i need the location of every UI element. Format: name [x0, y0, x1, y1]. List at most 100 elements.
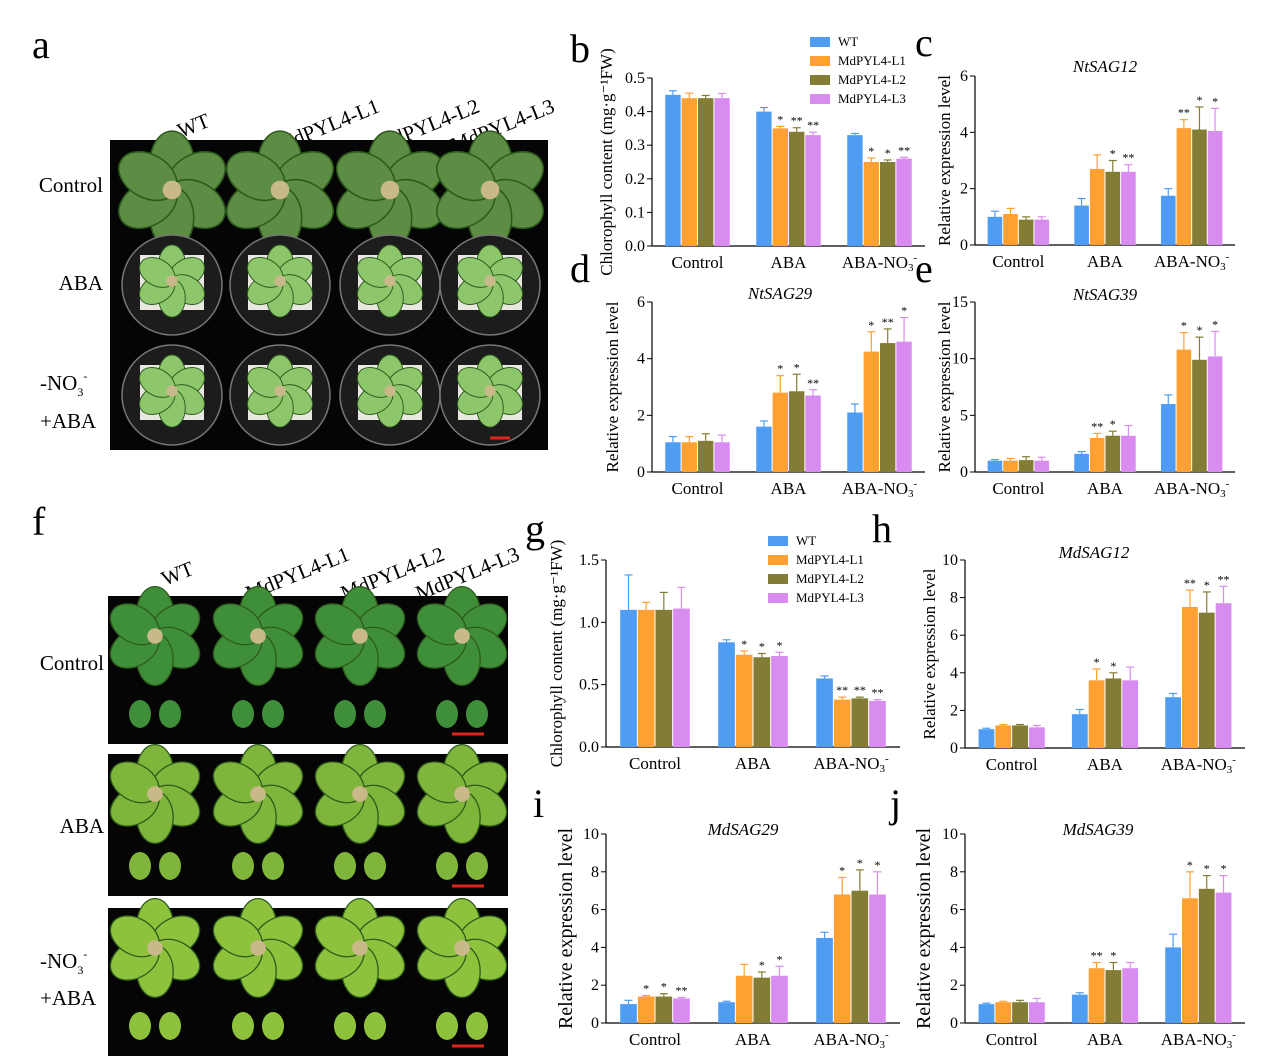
y-tick-label: 0 [950, 740, 958, 757]
significance-mark: * [1196, 93, 1202, 107]
bar [816, 678, 833, 747]
significance-mark: * [1212, 94, 1218, 108]
photo-f-row-label: ABA [60, 814, 105, 838]
significance-mark: * [857, 856, 863, 870]
chart-title: MdSAG39 [1062, 820, 1134, 839]
bar [1088, 968, 1105, 1023]
photo-a-row-label-sub: 3 [77, 385, 83, 399]
x-tick-label: Control [992, 479, 1044, 498]
bar [1028, 727, 1045, 748]
legend-label: MdPYL4-L1 [838, 53, 906, 68]
bar [753, 657, 771, 747]
photo-f-plant-center [454, 786, 470, 802]
x-tick-label-sub: 3 [1220, 261, 1226, 273]
x-tick-label: Control [672, 479, 724, 498]
panel-label-b: b [570, 26, 590, 71]
panel-label-j: j [888, 781, 901, 826]
photo-a-row-label: -NO3- [40, 369, 87, 399]
significance-mark: * [741, 637, 747, 651]
significance-mark: * [874, 858, 880, 872]
x-tick-label-main: ABA-NO [842, 479, 908, 498]
y-tick-label: 6 [960, 68, 968, 85]
bar [1018, 460, 1034, 472]
y-tick-label: 2 [950, 977, 958, 994]
significance-mark: * [643, 982, 649, 996]
significance-mark: * [776, 638, 782, 652]
bar [1198, 888, 1215, 1023]
bar [880, 343, 896, 472]
legend-label: MdPYL4-L3 [796, 590, 864, 605]
photo-a-no3-plant [456, 354, 524, 428]
significance-mark: * [885, 146, 891, 160]
bar [637, 609, 655, 747]
y-axis-label: Relative expression level [603, 301, 622, 472]
x-tick-label: Control [986, 1030, 1038, 1049]
photo-f-row-label-main: -NO [40, 949, 77, 973]
photo-a-control-plant [436, 130, 544, 250]
chart-title: NtSAG39 [1072, 285, 1138, 304]
bar [978, 729, 995, 748]
bar [805, 135, 821, 246]
bar [789, 131, 805, 246]
chart-g: g 0.0 0.5 1.0 1.5 Chlorophyll content (mg·g⁻¹… [525, 506, 900, 775]
photo-a-aba-plant-center [274, 275, 286, 287]
bar [1105, 435, 1121, 472]
x-tick-label-main: ABA-NO [813, 754, 879, 773]
y-tick-label: 8 [950, 590, 958, 607]
y-tick-label: 4 [960, 124, 968, 141]
significance-mark: * [839, 863, 845, 877]
x-tick-label-sub: 3 [879, 1039, 885, 1051]
photo-a-no3-plant-center [384, 385, 396, 397]
photo-f-plant-center [250, 786, 266, 802]
bar [1198, 612, 1215, 748]
y-tick-label: 0.5 [625, 70, 645, 87]
significance-mark: * [868, 144, 874, 158]
significance-mark: * [777, 362, 783, 376]
chart-j: j 0 2 4 6 8 10 Relative expression level MdSAG39… [888, 781, 1245, 1051]
bar [1207, 130, 1223, 245]
photo-f-plant [314, 585, 406, 687]
photo-f-row-label: +ABA [40, 986, 97, 1010]
photo-f-detached-leaf [262, 852, 284, 880]
bar [863, 351, 879, 472]
x-tick-label: Control [629, 1030, 681, 1049]
photo-f-detached-leaf [159, 852, 181, 880]
photo-f-detached-leaf [129, 700, 151, 728]
photo-a-row-label: +ABA [40, 409, 97, 433]
bar [1105, 678, 1122, 748]
significance-mark: * [1181, 319, 1187, 333]
bar [756, 111, 772, 246]
x-tick-label-main: ABA-NO [1154, 479, 1220, 498]
photo-a-no3-plant [138, 354, 206, 428]
photo-f-plant-center [147, 786, 163, 802]
y-axis-label: Relative expression level [935, 75, 954, 246]
photo-a-control-plant [226, 130, 334, 250]
y-tick-label: 10 [583, 826, 599, 843]
photo-f-detached-leaf [334, 852, 356, 880]
x-tick-label-sup: - [885, 1029, 889, 1041]
panel-label-e: e [915, 246, 933, 291]
bar [665, 442, 681, 472]
y-tick-label: 4 [591, 939, 599, 956]
significance-mark: * [1110, 949, 1116, 963]
bar [1176, 128, 1192, 245]
bar [896, 158, 912, 246]
x-tick-label: Control [672, 253, 724, 272]
significance-mark: ** [1218, 572, 1230, 586]
bar [851, 698, 869, 747]
bar [880, 162, 896, 246]
photo-a-no3-plant-center [484, 385, 496, 397]
photo-a-control-plant [118, 130, 226, 250]
photo-f-detached-leaf [334, 1012, 356, 1040]
bar [735, 975, 753, 1023]
x-tick-label: ABA-NO3- [1154, 251, 1230, 273]
y-tick-label: 4 [637, 351, 645, 368]
significance-mark: * [901, 304, 907, 318]
y-axis-label: Relative expression level [913, 828, 935, 1029]
bar [673, 998, 690, 1023]
photo-a-no3-plant-center [274, 385, 286, 397]
significance-mark: * [868, 318, 874, 332]
significance-mark: * [1204, 862, 1210, 876]
photo-a-no3-plant [246, 354, 314, 428]
photo-a-aba-plant-center [384, 275, 396, 287]
